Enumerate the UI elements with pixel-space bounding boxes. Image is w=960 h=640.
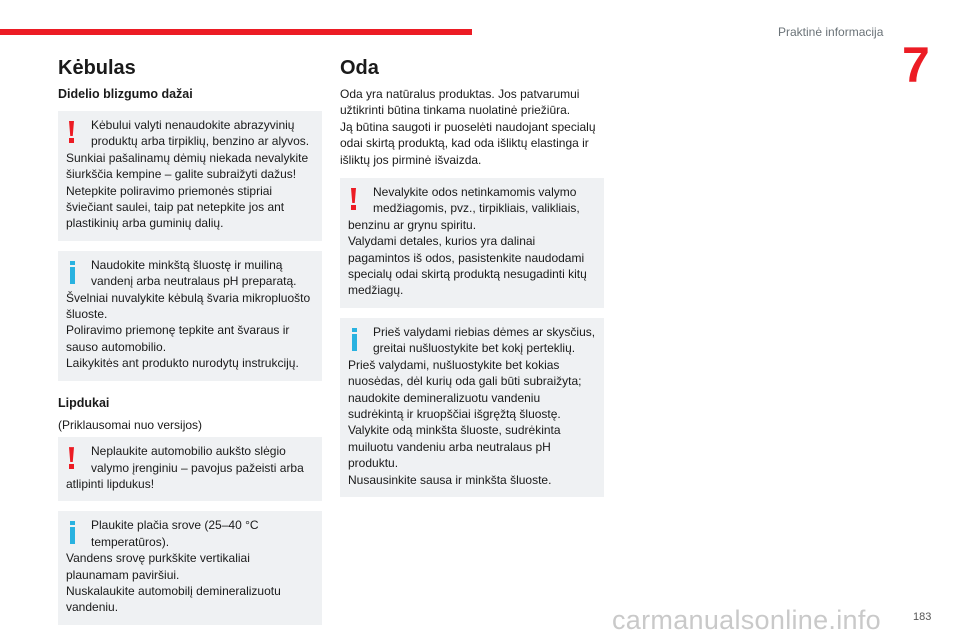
info-box: Naudokite minkštą šluostę ir muiliną van… bbox=[58, 250, 322, 381]
info-text: Nusausinkite sausa ir minkšta šluoste. bbox=[348, 472, 552, 487]
left-column: Kėbulas Didelio blizgumo dažai Kėbului v… bbox=[58, 56, 322, 635]
intro-paragraph: Oda yra natūralus produktas. Jos patvaru… bbox=[340, 87, 580, 118]
version-note: (Priklausomai nuo versijos) bbox=[58, 417, 203, 432]
info-text: Nuskalaukite automobilį demineralizuotu … bbox=[66, 583, 281, 615]
info-text: Prieš valydami, nušluostykite bet kokias… bbox=[348, 357, 582, 421]
subsection-title: Didelio blizgumo dažai bbox=[58, 87, 193, 101]
chapter-title: Praktinė informacija bbox=[778, 25, 884, 39]
chapter-number: 7 bbox=[902, 37, 930, 93]
info-box: Plaukite plačia srove (25–40 °C temperat… bbox=[58, 511, 322, 625]
section-title-lipdukai: Lipdukai bbox=[58, 395, 110, 410]
info-text: Naudokite minkštą šluostę ir muiliną van… bbox=[91, 257, 297, 289]
warning-icon bbox=[66, 443, 91, 473]
warning-box: Kėbului valyti nenaudokite abrazyvinių p… bbox=[58, 111, 322, 241]
info-text: Plaukite plačia srove (25–40 °C temperat… bbox=[91, 518, 259, 549]
info-icon bbox=[348, 324, 373, 354]
info-icon bbox=[66, 257, 91, 287]
intro-paragraph: Ją būtina saugoti ir puoselėti naudojant… bbox=[340, 119, 596, 167]
warning-icon bbox=[66, 117, 91, 147]
info-icon bbox=[66, 517, 91, 547]
info-text: Švelniai nuvalykite kėbulą švaria mikrop… bbox=[66, 290, 311, 322]
watermark: carmanualsonline.info bbox=[612, 605, 881, 635]
warning-icon bbox=[348, 184, 373, 214]
info-text: Valykite odą minkšta šluoste, sudrėkinta… bbox=[348, 423, 561, 471]
page-number: 183 bbox=[913, 611, 932, 623]
warning-text: Nevalykite odos netinkamomis valymo medž… bbox=[348, 185, 580, 232]
warning-box: Nevalykite odos netinkamomis valymo medž… bbox=[340, 178, 604, 308]
warning-text: Neplaukite automobilio aukšto slėgio val… bbox=[66, 444, 304, 491]
chapter-accent-bar bbox=[0, 29, 472, 35]
warning-box: Neplaukite automobilio aukšto slėgio val… bbox=[58, 437, 322, 502]
info-text: Laikykitės ant produkto nurodytų instruk… bbox=[66, 356, 299, 371]
section-title-kebulas: Kėbulas bbox=[58, 57, 136, 79]
info-text: Vandens srovę purkškite vertikaliai plau… bbox=[66, 551, 250, 582]
section-title-oda: Oda bbox=[340, 57, 379, 79]
info-text: Poliravimo priemonę tepkite ant švaraus … bbox=[66, 323, 290, 354]
info-text: Prieš valydami riebias dėmes ar skysčius… bbox=[373, 324, 596, 356]
info-box: Prieš valydami riebias dėmes ar skysčius… bbox=[340, 317, 604, 497]
right-column: Oda Oda yra natūralus produktas. Jos pat… bbox=[340, 56, 604, 507]
warning-text: Valydami detales, kurios yra dalinai pag… bbox=[348, 234, 587, 298]
warning-text: Kėbului valyti nenaudokite abrazyvinių p… bbox=[66, 118, 310, 231]
